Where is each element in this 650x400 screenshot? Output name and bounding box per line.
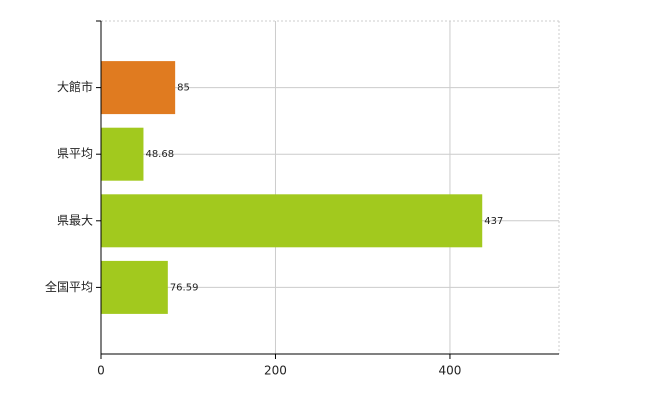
bar (101, 260, 168, 314)
bar (101, 61, 176, 115)
y-tick-label: 全国平均 (45, 279, 93, 294)
y-tick-label: 県最大 (57, 213, 93, 227)
bar (101, 127, 144, 181)
y-tick-label: 大館市 (57, 79, 93, 94)
data-label: 48.68 (145, 149, 174, 160)
x-tick-label: 400 (438, 364, 461, 378)
x-tick-label: 0 (97, 364, 105, 378)
bar (101, 194, 483, 248)
y-tick-label: 県平均 (57, 147, 93, 161)
x-tick-label: 200 (264, 364, 287, 378)
data-label: 85 (177, 83, 190, 94)
data-label: 76.59 (170, 282, 199, 293)
data-label: 437 (484, 216, 503, 227)
